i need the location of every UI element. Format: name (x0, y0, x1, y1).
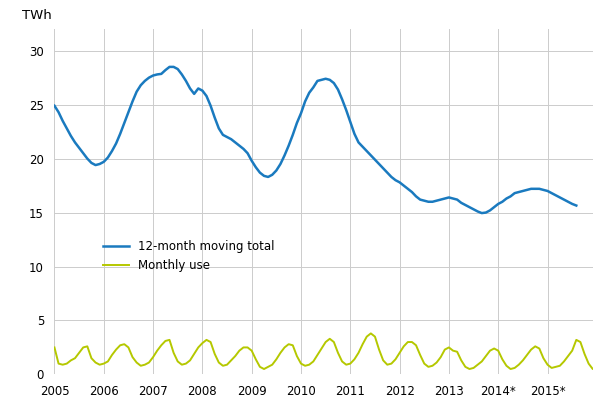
Legend: 12-month moving total, Monthly use: 12-month moving total, Monthly use (98, 235, 280, 277)
Text: TWh: TWh (22, 9, 52, 22)
